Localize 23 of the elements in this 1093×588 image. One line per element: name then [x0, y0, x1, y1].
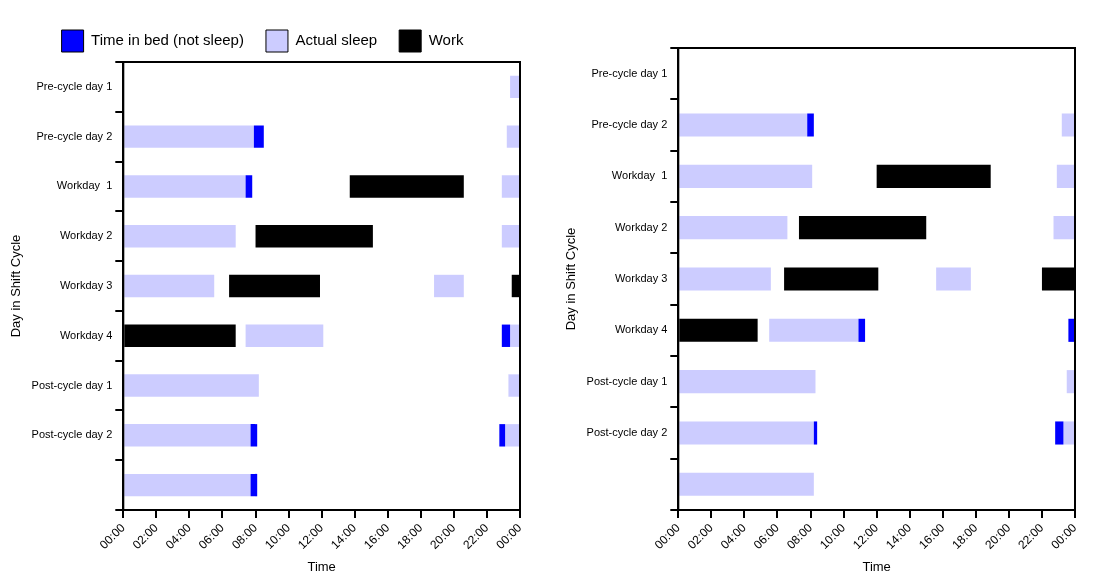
x-axis-title: Time — [862, 558, 891, 574]
y-tick-label: Workday 1 — [56, 179, 113, 192]
y-tick-label: Post-cycle day 2 — [586, 426, 668, 439]
y-tick-label: Workday 3 — [59, 279, 113, 292]
legend-label: Work — [428, 31, 464, 49]
y-tick-label: Post-cycle day 1 — [586, 374, 668, 387]
y-tick-label: Workday 2 — [614, 220, 668, 233]
y-axis-title: Day in Shift Cycle — [8, 234, 24, 338]
y-tick-label: Workday 1 — [611, 169, 668, 182]
y-tick-label: Pre-cycle day 1 — [591, 66, 668, 79]
y-tick-label: Pre-cycle day 2 — [591, 118, 668, 131]
y-tick-label: Workday 2 — [59, 229, 113, 242]
legend-label: Time in bed (not sleep) — [91, 31, 244, 49]
y-tick-label: Workday 4 — [614, 323, 668, 336]
y-tick-label: Post-cycle day 2 — [31, 428, 113, 441]
x-axis-title: Time — [307, 558, 336, 574]
legend-label: Actual sleep — [295, 31, 378, 49]
y-tick-label: Workday 3 — [614, 272, 668, 285]
y-tick-label: Post-cycle day 1 — [31, 378, 113, 391]
y-tick-label: Pre-cycle day 2 — [36, 129, 113, 142]
y-tick-label: Workday 4 — [59, 328, 113, 341]
y-axis-title: Day in Shift Cycle — [563, 227, 579, 331]
y-tick-label: Pre-cycle day 1 — [36, 79, 113, 92]
